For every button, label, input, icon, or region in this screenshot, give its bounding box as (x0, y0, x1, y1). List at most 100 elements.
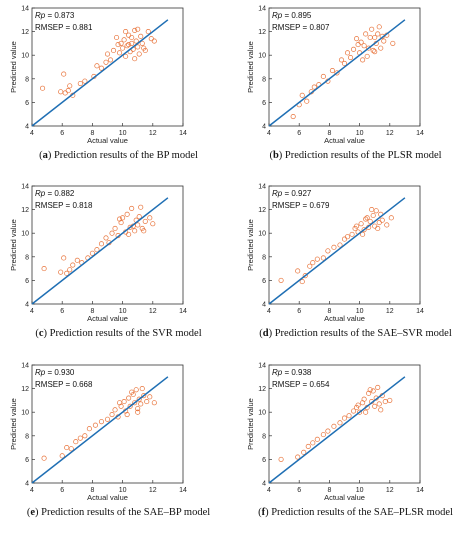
data-point (103, 59, 109, 65)
chart-panel-c: 4 6 8 10 12 14 4 6 8 10 12 14 Actual value Predicted … (0, 178, 237, 356)
data-point (141, 45, 147, 51)
caption-text: Prediction results of the SAE–PLSR model (271, 507, 453, 518)
data-point (98, 65, 105, 71)
y-tick-label: 4 (262, 481, 266, 488)
data-point (41, 266, 47, 272)
data-point (354, 223, 360, 229)
chart-panel-a: 4 6 8 10 12 14 4 6 8 10 12 14 Actual value Predicted … (0, 0, 237, 178)
data-point (139, 386, 145, 392)
y-tick-label: 8 (262, 433, 266, 440)
caption-paren-close: ) (34, 507, 42, 518)
rmsep-equals: = (63, 201, 72, 210)
data-point (126, 395, 132, 401)
data-point (124, 412, 130, 418)
y-axis-label: Predicted value (9, 41, 18, 93)
x-tick-label: 10 (356, 130, 364, 137)
y-axis-label: Predicted value (9, 219, 18, 271)
caption-paren-open: ( (39, 150, 43, 161)
y-tick-label: 4 (25, 481, 29, 488)
caption-paren-close: ) (268, 328, 275, 339)
data-point (360, 231, 366, 237)
data-point (299, 279, 305, 285)
y-tick-label: 8 (25, 433, 29, 440)
data-point (139, 40, 145, 46)
rp-equals: = (282, 11, 291, 20)
data-point (129, 389, 135, 395)
data-point (98, 419, 105, 425)
data-point (357, 409, 363, 415)
x-tick-label: 4 (267, 308, 271, 315)
scatter-plot: 4 6 8 10 12 14 4 6 8 10 12 14 Actual value Predicted … (246, 184, 424, 324)
data-point (126, 42, 132, 48)
data-point (64, 445, 70, 451)
rp-label: Rp (35, 189, 46, 198)
y-tick-label: 14 (21, 363, 29, 370)
caption-panel-label: b (272, 150, 279, 161)
data-point (375, 384, 381, 390)
data-point (133, 38, 139, 44)
data-point (278, 456, 284, 462)
data-point (61, 255, 67, 261)
x-axis-label: Actual value (87, 493, 128, 502)
data-point (77, 80, 83, 87)
data-point (132, 400, 138, 406)
caption-paren-open: ( (26, 507, 31, 518)
caption-paren-close: ) (278, 150, 285, 161)
rp-label: Rp (272, 368, 283, 377)
data-point (367, 387, 373, 393)
rmsep-equals: = (63, 380, 72, 389)
data-point (344, 234, 351, 240)
data-point (299, 92, 305, 98)
data-point (136, 396, 142, 402)
caption-paren-close: ) (47, 150, 54, 161)
fit-line (31, 19, 169, 127)
rp-equals: = (282, 189, 291, 198)
data-point (378, 407, 384, 413)
y-tick-label: 8 (262, 76, 266, 83)
data-point (370, 388, 376, 394)
data-point (138, 401, 144, 407)
x-tick-label: 10 (119, 308, 127, 315)
y-axis-label: Predicted value (9, 398, 18, 450)
data-point (126, 231, 132, 237)
rp-value: 0.927 (291, 189, 312, 198)
rp-value: 0.882 (54, 189, 75, 198)
y-tick-label: 12 (258, 207, 266, 214)
data-point (370, 212, 376, 219)
data-point (127, 224, 133, 230)
data-point (94, 63, 100, 69)
data-point (310, 260, 316, 266)
data-point (104, 51, 111, 57)
data-point (120, 215, 126, 221)
data-point (310, 440, 316, 446)
x-tick-label: 10 (356, 308, 364, 315)
caption-panel-label: f (261, 507, 266, 518)
data-point (361, 43, 367, 49)
x-tick-label: 6 (297, 130, 301, 137)
data-point (117, 400, 123, 406)
rp-equals: = (45, 11, 54, 20)
data-point (136, 51, 142, 57)
x-tick-label: 8 (90, 308, 94, 315)
data-point (40, 85, 46, 91)
rp-stat: Rp = 0.930 (35, 368, 75, 377)
data-point (112, 407, 118, 413)
data-point (337, 242, 343, 248)
data-point (118, 40, 124, 46)
data-point (144, 399, 150, 405)
x-tick-label: 8 (327, 487, 331, 494)
data-point (372, 403, 378, 409)
data-point (135, 44, 141, 50)
caption-paren-close: ) (43, 328, 50, 339)
data-point (378, 45, 384, 51)
data-point (346, 413, 352, 419)
data-point (325, 248, 331, 254)
rp-value: 0.895 (291, 11, 312, 20)
rmsep-stat: RMSEP = 0.679 (272, 201, 330, 210)
caption-paren-open: ( (35, 328, 39, 339)
rmsep-label: RMSEP (35, 201, 63, 210)
data-point (366, 45, 372, 51)
data-point (110, 47, 117, 54)
rmsep-value: 0.881 (72, 23, 93, 32)
fit-line (268, 376, 406, 484)
